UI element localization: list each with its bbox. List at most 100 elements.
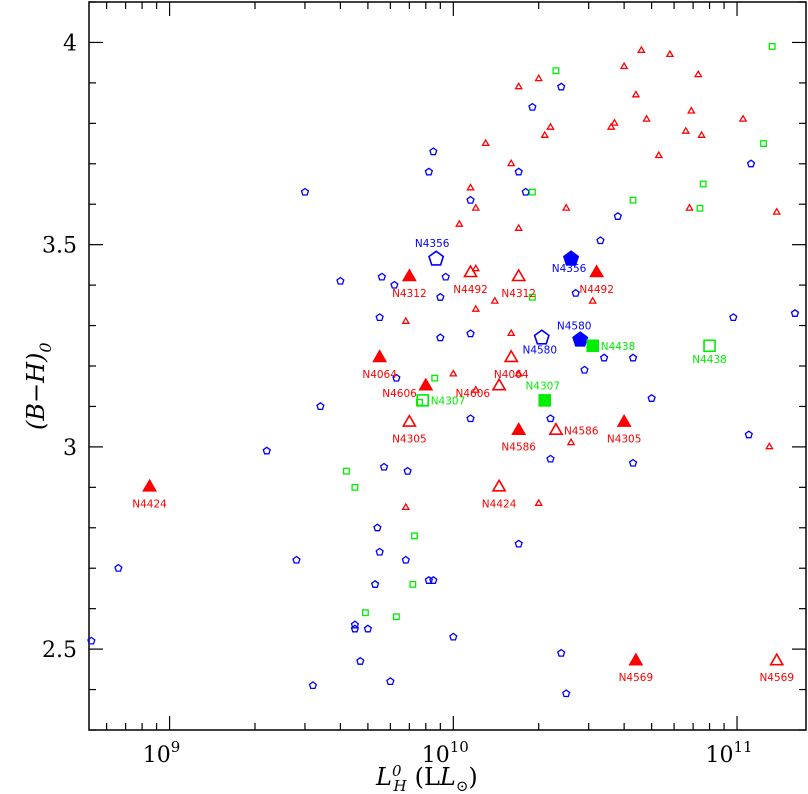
- data-point-pentagon: [580, 365, 589, 374]
- point-label: N4064: [362, 369, 397, 381]
- data-point-triangle: [449, 369, 458, 377]
- point-label: N4307: [525, 380, 560, 392]
- data-point-triangle: [738, 114, 748, 122]
- plot-frame: [88, 1, 807, 731]
- point-label: N4424: [132, 498, 167, 510]
- data-point-triangle: [490, 296, 500, 304]
- data-point-pentagon: [308, 681, 318, 690]
- data-point-pentagon: [377, 272, 387, 281]
- data-point-triangle: [637, 45, 646, 53]
- data-point-pentagon: [375, 313, 384, 322]
- data-point-triangle: [772, 207, 781, 215]
- data-point-triangle: [548, 422, 564, 436]
- data-point-pentagon: [449, 632, 458, 641]
- data-point-triangle: [687, 106, 696, 114]
- point-label: N4438: [692, 354, 727, 366]
- data-point-triangle: [471, 385, 481, 393]
- data-point-pentagon: [300, 187, 310, 196]
- data-point-pentagon: [390, 280, 399, 289]
- data-point-triangle: [418, 377, 434, 391]
- data-point-triangle: [610, 118, 619, 126]
- data-point-triangle: [514, 81, 523, 90]
- y-tick-label: 3: [63, 436, 77, 461]
- data-point-pentagon: [436, 333, 445, 342]
- data-point-pentagon: [441, 272, 450, 281]
- data-point-square: [586, 339, 600, 353]
- data-point-square: [409, 580, 417, 588]
- data-point-pentagon: [379, 462, 389, 471]
- data-point-triangle: [534, 498, 543, 506]
- data-point-pentagon: [628, 458, 638, 467]
- data-point-triangle: [401, 413, 417, 427]
- data-point-pentagon: [729, 313, 738, 322]
- data-point-triangle: [481, 138, 490, 147]
- data-point-triangle: [401, 268, 417, 282]
- data-point-square: [528, 188, 536, 196]
- data-point-pentagon: [557, 82, 566, 91]
- data-point-pentagon: [557, 648, 566, 657]
- data-point-triangle: [503, 349, 519, 363]
- data-point-pentagon: [466, 414, 475, 423]
- data-point-triangle: [619, 61, 629, 70]
- data-point-triangle: [514, 369, 523, 377]
- point-label: N4424: [482, 498, 517, 510]
- point-label: N4580: [522, 345, 557, 357]
- data-point-pentagon: [401, 555, 410, 564]
- data-point-pentagon: [562, 689, 571, 698]
- point-label: N4312: [501, 288, 536, 300]
- point-labels: N4312 N4492N4064N4606N4586N4305N4424N4569…: [132, 238, 794, 684]
- data-point-pentagon: [356, 656, 365, 665]
- data-point-square: [703, 339, 716, 353]
- data-point-triangle: [697, 130, 706, 138]
- data-point-triangle: [546, 122, 555, 130]
- data-point-triangle: [616, 413, 632, 427]
- x-tick-label: 109: [143, 738, 181, 768]
- data-point-pentagon: [370, 579, 380, 588]
- data-point-triangle: [566, 437, 576, 446]
- data-point-pentagon: [386, 677, 395, 686]
- data-point-triangle: [466, 183, 475, 191]
- point-label: N4064: [494, 369, 529, 381]
- point-label: N4580: [557, 321, 592, 333]
- data-point-triangle: [606, 122, 616, 130]
- data-point-triangle: [534, 73, 543, 82]
- data-point-pentagon: [292, 555, 301, 564]
- y-tick-label: 2.5: [42, 638, 77, 663]
- data-point-triangle: [401, 316, 411, 324]
- data-point-triangle: [511, 422, 527, 436]
- data-point-pentagon: [429, 147, 438, 156]
- data-point-triangle: [685, 203, 694, 211]
- point-label: N4569: [759, 672, 794, 684]
- data-point-pentagon: [613, 212, 622, 220]
- data-point-square: [696, 204, 704, 212]
- data-point-square: [416, 394, 429, 407]
- data-point-triangle: [693, 69, 703, 78]
- data-point-square: [342, 467, 350, 475]
- data-point-square: [361, 609, 369, 617]
- data-point-pentagon: [375, 547, 384, 556]
- axis-ticks: [89, 1, 806, 731]
- data-point-triangle: [769, 652, 785, 666]
- point-label: N4569: [619, 672, 654, 684]
- data-point-pentagon: [571, 288, 580, 297]
- data-point-square: [699, 180, 707, 188]
- tick-labels: 109 1010 1011 2.5 3 3.5 4: [42, 31, 753, 768]
- x-tick-label: 1011: [705, 738, 752, 768]
- data-point-triangle: [654, 150, 664, 159]
- data-point-pentagon: [521, 187, 530, 196]
- point-label: N4606: [456, 388, 491, 400]
- data-point-pentagon: [392, 373, 401, 382]
- data-point-pentagon: [647, 394, 656, 402]
- data-point-pentagon: [596, 236, 605, 245]
- data-point-triangle: [540, 130, 550, 138]
- data-point-pentagon: [262, 446, 271, 455]
- y-tick-label: 4: [63, 31, 77, 56]
- data-point-pentagon: [562, 250, 580, 266]
- data-point-triangle: [665, 49, 675, 58]
- data-point-pentagon: [790, 308, 800, 317]
- data-point-square: [552, 67, 560, 75]
- data-point-triangle: [142, 478, 157, 492]
- data-point-triangle: [401, 502, 411, 511]
- data-marks: [87, 43, 800, 698]
- data-point-pentagon: [350, 620, 360, 629]
